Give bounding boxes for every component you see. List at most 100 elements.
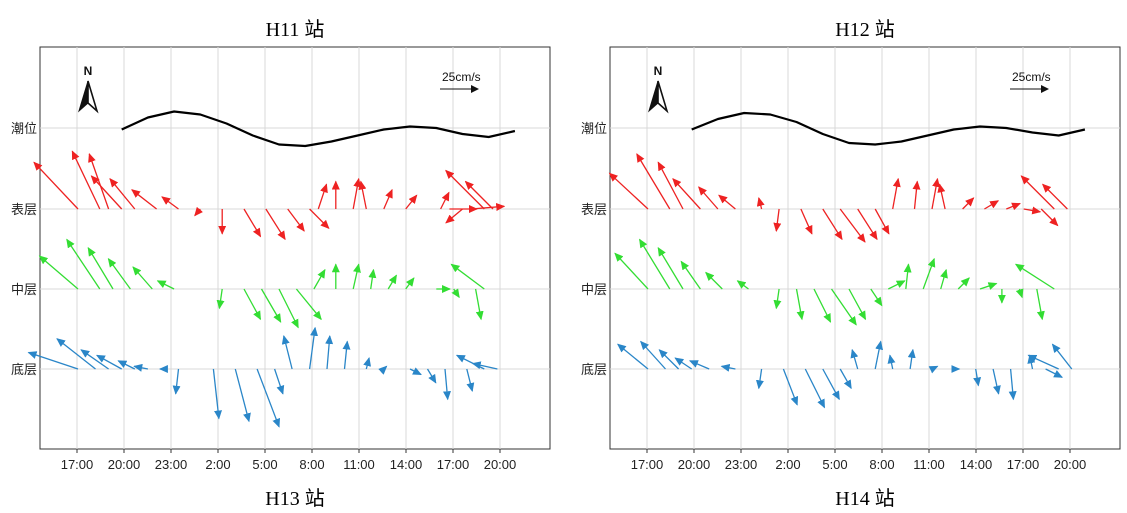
middle-vector — [680, 260, 701, 290]
bottom-vector — [409, 367, 422, 376]
bottom-vector — [1008, 368, 1017, 401]
tide-curve — [691, 111, 1086, 146]
x-tick-label: 17:00 — [61, 457, 94, 472]
surface-vector — [698, 186, 719, 210]
surface-vector — [1040, 208, 1059, 227]
bottom-vector — [56, 338, 96, 370]
surface-vector — [287, 208, 305, 232]
surface-vector — [874, 208, 890, 235]
surface-vector — [1041, 183, 1068, 210]
surface-vector — [756, 197, 765, 210]
middle-vector — [451, 288, 460, 299]
surface-vector — [243, 208, 262, 238]
north-label: N — [84, 64, 93, 78]
row-label: 表层 — [11, 203, 37, 218]
surface-vector — [265, 208, 286, 241]
surface-vector — [358, 180, 367, 210]
bottom-vector — [1045, 368, 1063, 378]
scale-label: 25cm/s — [442, 70, 481, 84]
middle-vector — [614, 252, 649, 290]
surface-vector — [161, 196, 179, 210]
tide-curve — [121, 110, 516, 148]
row-label: 潮位 — [581, 122, 607, 137]
bottom-vector — [874, 340, 884, 370]
surface-vector — [800, 208, 813, 235]
bottom-vector — [426, 368, 437, 384]
surface-vector — [317, 183, 328, 210]
middle-vector — [352, 263, 361, 290]
middle-vector — [1015, 288, 1024, 299]
surface-vector — [352, 177, 362, 210]
bottom-vector — [133, 363, 149, 372]
middle-vector — [773, 288, 782, 310]
north-arrow-icon-outline — [87, 80, 99, 114]
plot-frame — [39, 46, 551, 450]
bottom-vector — [443, 368, 451, 401]
surface-vector — [608, 172, 649, 210]
x-tick-label: 11:00 — [343, 457, 375, 472]
x-tick-label: 17:00 — [437, 457, 470, 472]
bottom-vector — [342, 340, 351, 370]
middle-vector — [387, 274, 397, 290]
bottom-vector — [822, 368, 840, 401]
middle-vector — [278, 288, 299, 329]
bottom-vector — [887, 354, 896, 370]
surface-vector — [1023, 206, 1042, 215]
bottom-vector — [674, 357, 693, 370]
bottom-vector — [1027, 354, 1059, 370]
middle-vector — [795, 288, 805, 321]
middle-vector — [216, 288, 225, 310]
bottom-vector — [80, 349, 109, 370]
x-tick-label: 8:00 — [299, 457, 324, 472]
row-label: 中层 — [11, 283, 37, 298]
bottom-vector — [117, 360, 136, 370]
surface-vector — [672, 178, 701, 210]
bottom-vector — [992, 368, 1001, 395]
surface-vector — [931, 177, 941, 210]
middle-vector — [405, 277, 415, 290]
station-title-bottom: H14 站 — [835, 487, 894, 510]
bottom-vector — [688, 360, 710, 370]
middle-vector — [940, 268, 948, 290]
middle-vector — [639, 238, 671, 290]
x-tick-label: 23:00 — [725, 457, 758, 472]
x-tick-label: 11:00 — [913, 457, 945, 472]
middle-vector — [848, 288, 867, 321]
surface-vector — [962, 197, 975, 210]
bottom-vector — [466, 368, 475, 392]
surface-vector — [440, 191, 450, 210]
surface-vector — [71, 150, 101, 210]
middle-vector — [922, 257, 936, 290]
bottom-vector — [1051, 343, 1073, 370]
surface-vector — [90, 175, 123, 210]
middle-vector — [313, 268, 326, 290]
x-tick-label: 23:00 — [155, 457, 188, 472]
bottom-vector — [973, 368, 982, 387]
x-tick-label: 20:00 — [1054, 457, 1087, 472]
surface-vector — [1006, 202, 1021, 211]
bottom-vector — [234, 368, 251, 423]
middle-vector — [830, 288, 857, 326]
bottom-vector — [27, 351, 79, 370]
bottom-vector — [212, 368, 222, 420]
surface-vector — [109, 178, 136, 210]
bottom-vector — [363, 357, 372, 370]
middle-vector — [107, 257, 131, 290]
surface-vector — [773, 208, 782, 232]
surface-vector — [405, 194, 418, 210]
bottom-vector — [782, 368, 799, 406]
surface-vector — [839, 208, 866, 243]
middle-vector — [813, 288, 832, 323]
middle-vector — [156, 280, 175, 290]
bottom-vector — [928, 365, 939, 374]
middle-vector — [705, 271, 723, 290]
x-tick-label: 8:00 — [869, 457, 894, 472]
surface-vector — [464, 180, 494, 210]
middle-vector — [888, 280, 906, 290]
x-tick-label: 17:00 — [631, 457, 664, 472]
x-tick-label: 5:00 — [822, 457, 847, 472]
station-title-bottom: H13 站 — [265, 487, 324, 510]
middle-vector — [368, 268, 377, 290]
middle-vector — [957, 277, 970, 290]
x-tick-label: 20:00 — [484, 457, 517, 472]
